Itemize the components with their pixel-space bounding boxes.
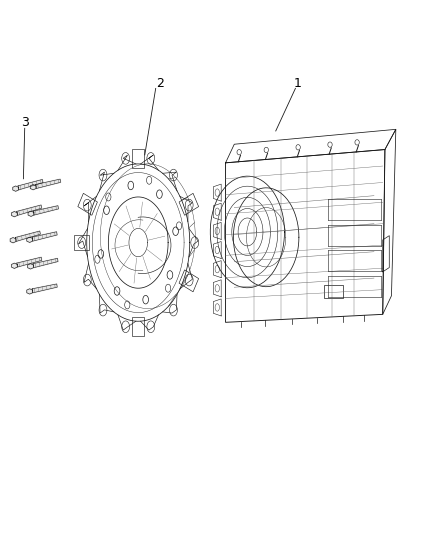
Polygon shape — [11, 212, 17, 217]
Polygon shape — [28, 264, 33, 269]
Polygon shape — [27, 289, 32, 294]
Text: 2: 2 — [156, 77, 164, 90]
Polygon shape — [11, 263, 17, 269]
FancyBboxPatch shape — [324, 285, 343, 298]
Polygon shape — [32, 232, 57, 241]
Polygon shape — [35, 179, 60, 189]
Text: 3: 3 — [21, 117, 28, 130]
Polygon shape — [10, 238, 16, 243]
Polygon shape — [27, 237, 32, 243]
Polygon shape — [17, 205, 42, 215]
Polygon shape — [28, 211, 34, 216]
Text: 1: 1 — [293, 77, 301, 90]
Polygon shape — [18, 180, 43, 190]
Polygon shape — [32, 284, 57, 293]
Polygon shape — [17, 257, 42, 267]
Polygon shape — [30, 184, 36, 190]
Polygon shape — [15, 231, 40, 241]
Polygon shape — [33, 259, 58, 268]
Polygon shape — [13, 186, 18, 191]
Polygon shape — [33, 206, 58, 215]
